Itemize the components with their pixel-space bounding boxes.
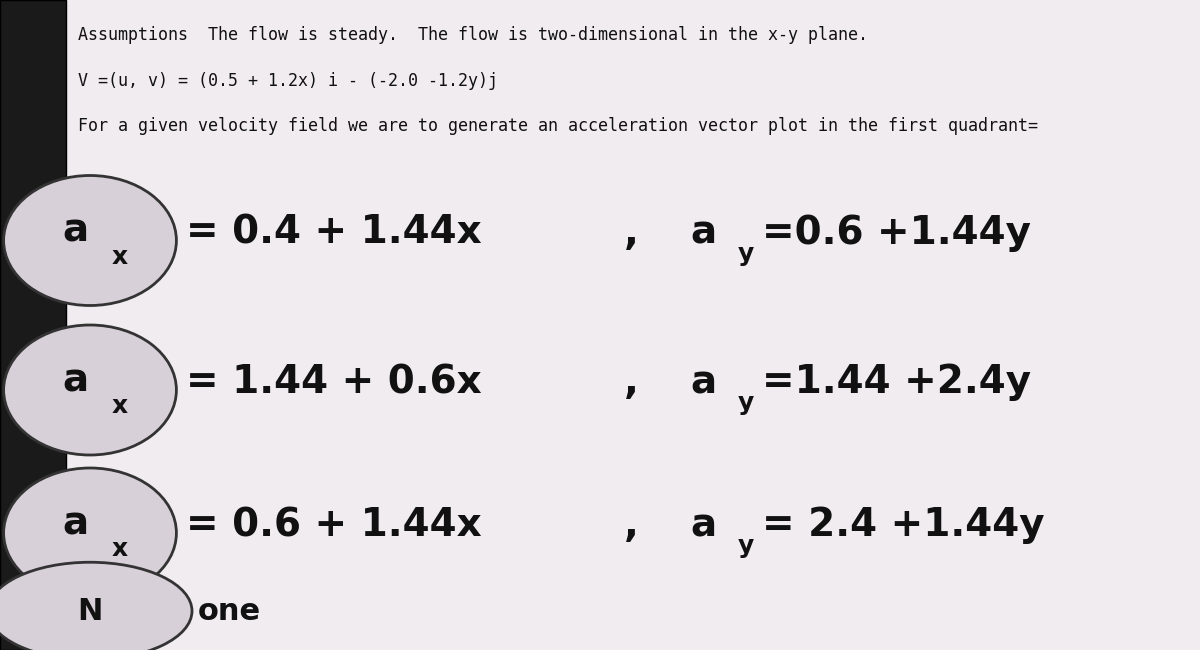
Ellipse shape — [0, 562, 192, 650]
Text: ,: , — [624, 506, 638, 544]
Text: one: one — [198, 597, 262, 625]
Text: V =(u, v) = (0.5 + 1.2x) i - (-2.0 -1.2y)j: V =(u, v) = (0.5 + 1.2x) i - (-2.0 -1.2y… — [78, 72, 498, 90]
Text: =0.6 +1.44y: =0.6 +1.44y — [762, 214, 1031, 252]
Text: y: y — [738, 534, 755, 558]
FancyBboxPatch shape — [0, 0, 66, 650]
Text: x: x — [112, 538, 128, 561]
Text: y: y — [738, 391, 755, 415]
Text: =1.44 +2.4y: =1.44 +2.4y — [762, 363, 1031, 401]
Text: Assumptions  The flow is steady.  The flow is two-dimensional in the x-y plane.: Assumptions The flow is steady. The flow… — [78, 26, 868, 44]
Text: ,: , — [624, 214, 638, 252]
Text: a: a — [690, 506, 716, 544]
Text: a: a — [690, 214, 716, 252]
Text: a: a — [690, 363, 716, 401]
Ellipse shape — [4, 325, 176, 455]
Text: a: a — [62, 212, 89, 250]
Text: For a given velocity field we are to generate an acceleration vector plot in the: For a given velocity field we are to gen… — [78, 117, 1038, 135]
Text: a: a — [62, 504, 89, 542]
Text: y: y — [738, 242, 755, 265]
Text: = 0.6 + 1.44x: = 0.6 + 1.44x — [186, 506, 481, 544]
Text: = 2.4 +1.44y: = 2.4 +1.44y — [762, 506, 1045, 544]
Text: = 0.4 + 1.44x: = 0.4 + 1.44x — [186, 214, 481, 252]
Text: ,: , — [624, 363, 638, 401]
Ellipse shape — [4, 468, 176, 598]
Text: x: x — [112, 395, 128, 418]
Text: = 1.44 + 0.6x: = 1.44 + 0.6x — [186, 363, 481, 401]
Text: N: N — [77, 597, 103, 625]
Text: x: x — [112, 245, 128, 268]
Text: a: a — [62, 361, 89, 399]
Ellipse shape — [4, 176, 176, 306]
